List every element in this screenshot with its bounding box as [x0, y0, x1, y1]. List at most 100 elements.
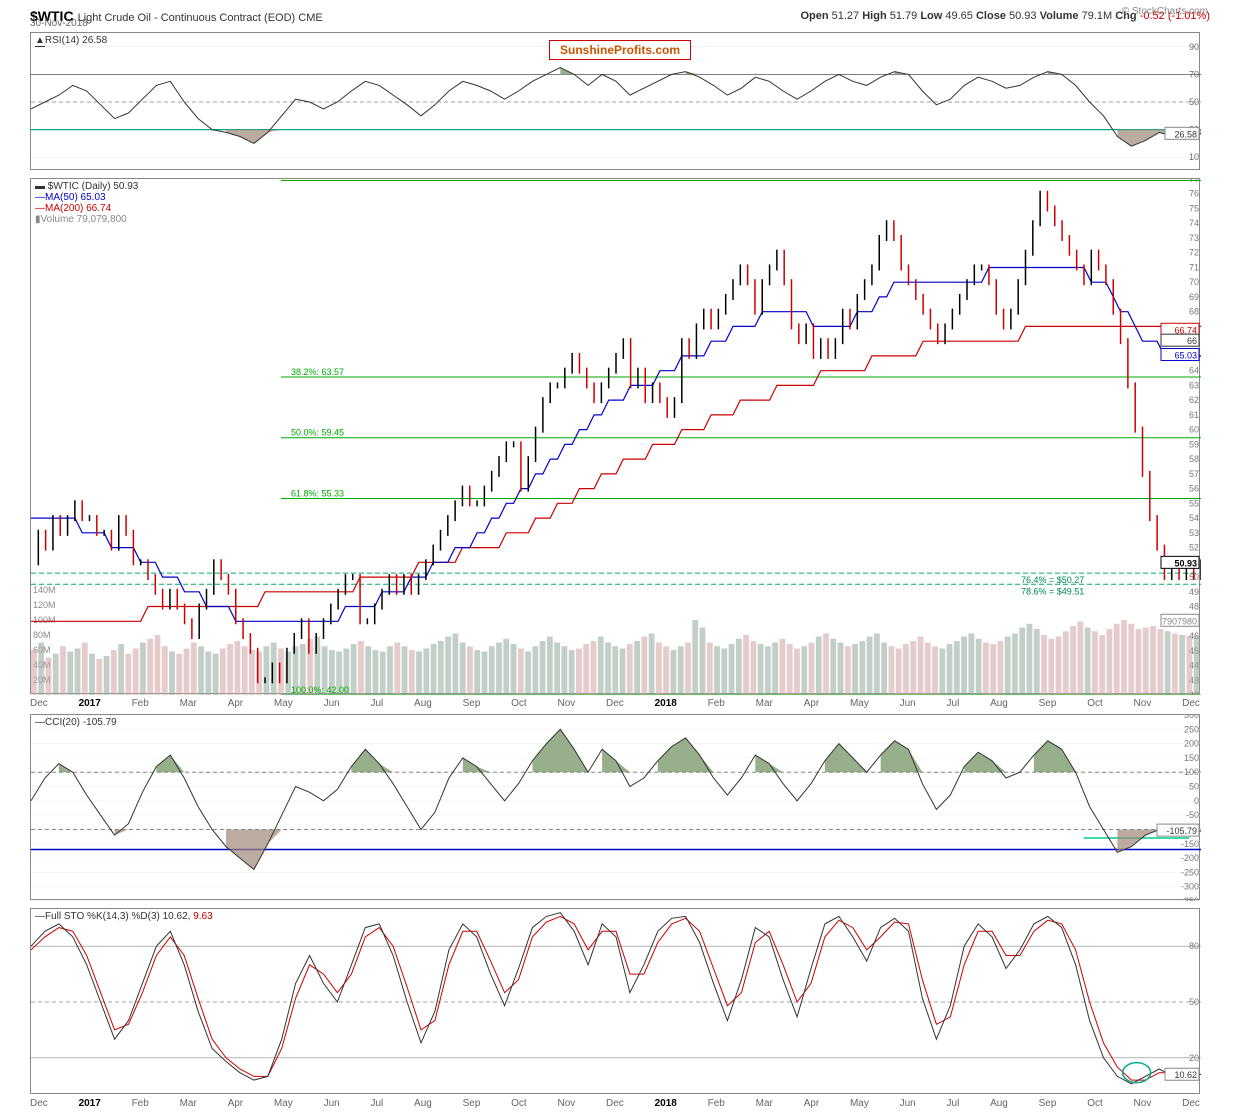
x-tick: Dec — [1182, 1098, 1200, 1109]
svg-text:50: 50 — [1189, 997, 1199, 1007]
x-tick: Aug — [990, 698, 1008, 709]
x-tick: Nov — [557, 698, 575, 709]
attribution: © StockCharts.com — [1122, 6, 1208, 17]
svg-text:150: 150 — [1184, 753, 1199, 763]
x-tick: Mar — [180, 1098, 197, 1109]
x-tick: May — [850, 1098, 869, 1109]
svg-text:140M: 140M — [33, 585, 56, 595]
svg-text:52: 52 — [1189, 543, 1199, 553]
svg-text:90: 90 — [1189, 42, 1199, 52]
svg-text:63: 63 — [1189, 380, 1199, 390]
x-tick: Sep — [1039, 1098, 1057, 1109]
x-tick: 2017 — [79, 1098, 101, 1109]
sto-svg: 20 50 80 10.62 — [31, 909, 1201, 1095]
svg-text:80: 80 — [1189, 941, 1199, 951]
x-tick: Aug — [990, 1098, 1008, 1109]
svg-text:0.0%: 76.90: 0.0%: 76.90 — [291, 179, 339, 180]
svg-text:50.0%: 59.45: 50.0%: 59.45 — [291, 428, 344, 438]
svg-text:20: 20 — [1189, 1053, 1199, 1063]
svg-text:10: 10 — [1189, 152, 1199, 162]
ma50-label: —MA(50) 65.03 — [35, 192, 138, 203]
svg-text:-50: -50 — [1186, 810, 1199, 820]
svg-text:76: 76 — [1189, 189, 1199, 199]
price-title: ▬ $WTIC (Daily) 50.93 — [35, 181, 138, 192]
svg-text:200: 200 — [1184, 739, 1199, 749]
svg-text:72: 72 — [1189, 248, 1199, 258]
x-tick: Sep — [463, 1098, 481, 1109]
svg-text:26.58: 26.58 — [1174, 129, 1197, 139]
x-tick: Feb — [708, 698, 725, 709]
watermark: SunshineProfits.com — [549, 40, 691, 60]
svg-text:48: 48 — [1189, 602, 1199, 612]
x-tick: Dec — [606, 1098, 624, 1109]
x-tick: Feb — [708, 1098, 725, 1109]
cci-svg: -350-300-250-200-150-100-500501001502002… — [31, 715, 1201, 901]
svg-text:71: 71 — [1189, 262, 1199, 272]
svg-text:50: 50 — [1189, 782, 1199, 792]
x-tick: Mar — [756, 1098, 773, 1109]
x-tick: Dec — [1182, 698, 1200, 709]
x-tick: Sep — [463, 698, 481, 709]
svg-text:7907980: 7907980 — [1162, 616, 1197, 626]
svg-text:-200: -200 — [1181, 853, 1199, 863]
x-axis-main: Dec2017FebMarAprMayJunJulAugSepOctNovDec… — [30, 696, 1200, 710]
rsi-label: ▲RSI(14) 26.58 — [35, 35, 107, 46]
x-tick: Oct — [1087, 698, 1103, 709]
svg-text:57: 57 — [1189, 469, 1199, 479]
svg-text:100.0%: 42.00: 100.0%: 42.00 — [291, 685, 349, 695]
x-tick: Oct — [1087, 1098, 1103, 1109]
svg-text:74: 74 — [1189, 218, 1199, 228]
ticker-description: Light Crude Oil - Continuous Contract (E… — [78, 12, 323, 24]
svg-text:65.03: 65.03 — [1174, 350, 1197, 360]
svg-text:64: 64 — [1189, 366, 1199, 376]
svg-text:66: 66 — [1187, 336, 1197, 346]
x-tick: Sep — [1039, 698, 1057, 709]
x-tick: Nov — [557, 1098, 575, 1109]
svg-text:120M: 120M — [33, 600, 56, 610]
svg-text:73: 73 — [1189, 233, 1199, 243]
svg-text:75: 75 — [1189, 203, 1199, 213]
x-tick: Apr — [228, 698, 244, 709]
x-tick: 2018 — [655, 698, 677, 709]
x-tick: Feb — [132, 1098, 149, 1109]
x-tick: Mar — [180, 698, 197, 709]
svg-text:76.4% = $50.27: 76.4% = $50.27 — [1021, 575, 1084, 585]
svg-text:59: 59 — [1189, 439, 1199, 449]
ma200-label: —MA(200) 66.74 — [35, 203, 138, 214]
svg-text:-350: -350 — [1181, 896, 1199, 901]
x-tick: Jun — [324, 698, 340, 709]
chart-header: $WTIC Light Crude Oil - Continuous Contr… — [30, 4, 1210, 28]
x-tick: Jun — [900, 698, 916, 709]
svg-text:49: 49 — [1189, 587, 1199, 597]
svg-text:0: 0 — [1194, 796, 1199, 806]
x-tick: Apr — [804, 1098, 820, 1109]
sto-label: —Full STO %K(14,3) %D(3) 10.62, 9.63 — [35, 911, 213, 922]
x-tick: May — [850, 698, 869, 709]
svg-text:250: 250 — [1184, 724, 1199, 734]
x-tick: Mar — [756, 698, 773, 709]
sto-panel: —Full STO %K(14,3) %D(3) 10.62, 9.63 20 5… — [30, 908, 1200, 1094]
vol-label: ▮Volume 79,079,800 — [35, 214, 138, 225]
price-labels: ▬ $WTIC (Daily) 50.93 —MA(50) 65.03 —MA(… — [35, 181, 138, 225]
svg-text:-300: -300 — [1181, 882, 1199, 892]
svg-text:69: 69 — [1189, 292, 1199, 302]
x-tick: Apr — [804, 698, 820, 709]
svg-text:50.93: 50.93 — [1174, 558, 1197, 568]
svg-text:56: 56 — [1189, 484, 1199, 494]
x-tick: May — [274, 1098, 293, 1109]
x-tick: Dec — [30, 1098, 48, 1109]
x-tick: Jul — [370, 698, 383, 709]
cci-panel: —CCI(20) -105.79 -350-300-250-200-150-10… — [30, 714, 1200, 900]
chart-date: 30-Nov-2018 — [30, 18, 88, 29]
x-tick: 2018 — [655, 1098, 677, 1109]
price-svg: 4243444546474849505152535455565758596061… — [31, 179, 1201, 695]
x-tick: Nov — [1134, 698, 1152, 709]
x-tick: Oct — [511, 1098, 527, 1109]
svg-text:78.6% = $49.51: 78.6% = $49.51 — [1021, 586, 1084, 596]
x-tick: Dec — [30, 698, 48, 709]
x-tick: Feb — [132, 698, 149, 709]
svg-text:10.62: 10.62 — [1174, 1070, 1197, 1080]
svg-text:68: 68 — [1189, 307, 1199, 317]
x-axis-bottom: Dec2017FebMarAprMayJunJulAugSepOctNovDec… — [30, 1096, 1200, 1110]
x-tick: Aug — [414, 698, 432, 709]
